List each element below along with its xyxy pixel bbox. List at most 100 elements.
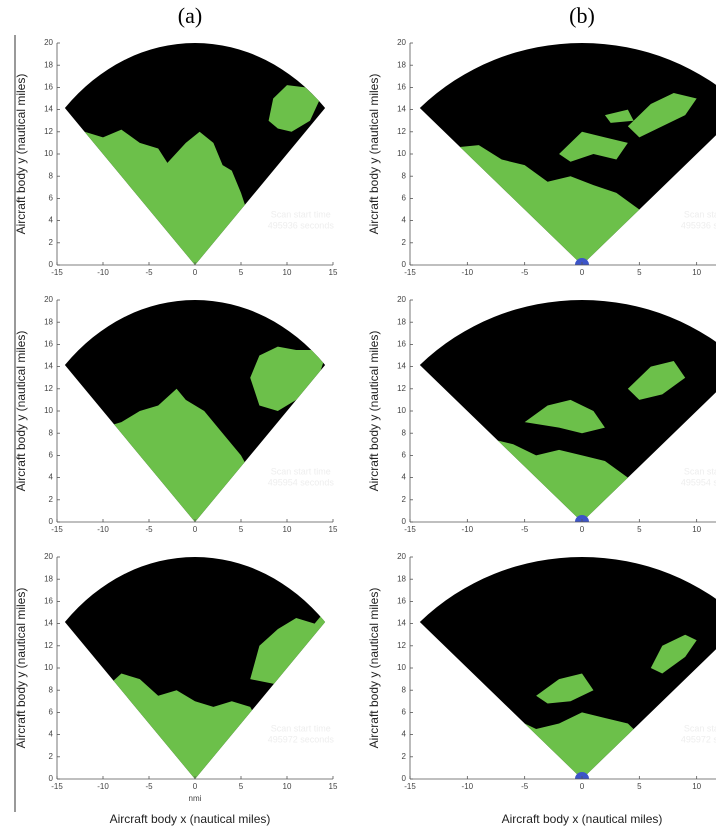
y-tick-label: 10: [397, 149, 406, 158]
y-tick-label: 4: [49, 730, 54, 739]
origin-marker: [575, 772, 589, 779]
y-tick-label: 18: [44, 317, 53, 326]
y-tick-label: 20: [44, 38, 53, 47]
y-tick-label: 10: [397, 406, 406, 415]
y-tick-label: 18: [397, 317, 406, 326]
y-axis-label: Aircraft body y (nautical miles): [14, 331, 28, 492]
x-tick-label: -5: [145, 268, 153, 277]
y-tick-label: 2: [402, 752, 407, 761]
x-tick-label: -15: [51, 525, 63, 534]
x-tick-label: -10: [462, 525, 474, 534]
x-tick-label: -10: [462, 782, 474, 791]
y-tick-label: 18: [397, 574, 406, 583]
y-axis-label: Aircraft body y (nautical miles): [367, 331, 381, 492]
x-tick-label: 15: [329, 782, 338, 791]
x-tick-label: 15: [329, 525, 338, 534]
radar-sector: [64, 557, 326, 779]
annotation: 495954 seconds: [268, 477, 335, 487]
y-tick-label: 2: [402, 495, 407, 504]
y-tick-label: 2: [402, 238, 407, 247]
x-tick-label: 10: [283, 268, 292, 277]
y-tick-label: 8: [402, 428, 407, 437]
y-tick-label: 0: [49, 774, 54, 783]
y-tick-label: 4: [49, 216, 54, 225]
y-tick-label: 4: [402, 473, 407, 482]
y-tick-label: 0: [402, 517, 407, 526]
x-tick-label: -15: [404, 525, 416, 534]
x-unit-label: nmi: [189, 794, 202, 803]
annotation: 495936 seconds: [681, 220, 716, 230]
y-tick-label: 8: [49, 685, 54, 694]
y-tick-label: 2: [49, 238, 54, 247]
y-tick-label: 20: [397, 552, 406, 561]
y-tick-label: 10: [397, 663, 406, 672]
x-tick-label: 5: [239, 525, 244, 534]
x-axis-label: Aircraft body x (nautical miles): [502, 812, 663, 826]
x-tick-label: -10: [97, 782, 109, 791]
x-tick-label: 10: [283, 525, 292, 534]
echo-region: [268, 85, 320, 132]
x-axis-label: Aircraft body x (nautical miles): [110, 812, 271, 826]
y-tick-label: 6: [402, 194, 407, 203]
x-tick-label: -15: [51, 782, 63, 791]
y-tick-label: 14: [397, 362, 406, 371]
y-tick-label: 12: [397, 641, 406, 650]
y-tick-label: 0: [49, 260, 54, 269]
x-tick-label: 5: [637, 525, 642, 534]
y-tick-label: 20: [397, 295, 406, 304]
x-tick-label: 10: [692, 525, 701, 534]
origin-marker: [575, 258, 589, 265]
y-tick-label: 4: [402, 730, 407, 739]
x-tick-label: 15: [329, 268, 338, 277]
x-tick-label: -15: [51, 268, 63, 277]
y-tick-label: 8: [49, 428, 54, 437]
echo-region: [627, 92, 697, 138]
echo-region: [524, 399, 605, 434]
x-tick-label: 10: [692, 782, 701, 791]
y-tick-label: 6: [402, 451, 407, 460]
y-tick-label: 10: [44, 149, 53, 158]
annotation: Scan start time: [271, 466, 331, 476]
annotation: 495972 seconds: [681, 734, 716, 744]
echo-region: [250, 601, 326, 685]
x-tick-label: 5: [239, 782, 244, 791]
y-tick-label: 6: [49, 708, 54, 717]
y-tick-label: 10: [44, 663, 53, 672]
y-tick-label: 14: [397, 105, 406, 114]
y-tick-label: 18: [44, 60, 53, 69]
y-tick-label: 2: [49, 495, 54, 504]
x-tick-label: -15: [404, 268, 416, 277]
y-tick-label: 14: [44, 619, 53, 628]
panel-label: (a): [178, 3, 202, 28]
echo-region: [650, 634, 697, 674]
y-tick-label: 16: [44, 83, 53, 92]
annotation: Scan start time: [684, 723, 716, 733]
y-axis-label: Aircraft body y (nautical miles): [367, 74, 381, 235]
x-tick-label: 0: [580, 268, 585, 277]
y-tick-label: 18: [44, 574, 53, 583]
y-tick-label: 12: [397, 127, 406, 136]
y-tick-label: 14: [44, 105, 53, 114]
y-tick-label: 2: [49, 752, 54, 761]
y-tick-label: 20: [44, 295, 53, 304]
x-tick-label: 10: [692, 268, 701, 277]
x-tick-label: 0: [193, 525, 198, 534]
panel-label: (b): [569, 3, 595, 28]
y-tick-label: 16: [44, 340, 53, 349]
annotation: 495936 seconds: [268, 220, 335, 230]
y-tick-label: 20: [44, 552, 53, 561]
echo-region: [604, 109, 634, 123]
y-tick-label: 10: [44, 406, 53, 415]
y-tick-label: 12: [44, 641, 53, 650]
x-tick-label: -10: [97, 268, 109, 277]
x-tick-label: 10: [283, 782, 292, 791]
y-tick-label: 12: [397, 384, 406, 393]
x-tick-label: -5: [521, 525, 529, 534]
x-tick-label: -5: [521, 268, 529, 277]
x-tick-label: 0: [580, 782, 585, 791]
annotation: Scan start time: [684, 466, 716, 476]
y-tick-label: 8: [49, 171, 54, 180]
y-tick-label: 14: [397, 619, 406, 628]
annotation: 495954 seconds: [681, 477, 716, 487]
